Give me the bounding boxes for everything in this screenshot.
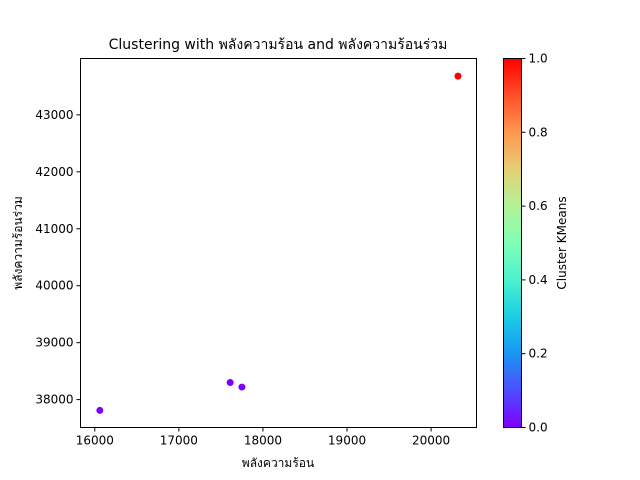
- colorbar-tick-label-4: 0.8: [529, 125, 548, 139]
- colorbar-tick-label-5: 1.0: [529, 52, 548, 66]
- plot-area: [96, 72, 462, 414]
- y-tick-label-0: 38000: [35, 393, 73, 407]
- colorbar-tick-label-1: 0.2: [529, 347, 548, 361]
- colorbar-ticks: 0.0 0.2 0.4 0.6 0.8 1.0: [521, 52, 548, 435]
- x-axis-ticks: 16000 17000 18000 19000 20000: [76, 427, 450, 448]
- y-tick-label-2: 40000: [35, 279, 73, 293]
- y-tick-label-4: 42000: [35, 165, 73, 179]
- x-tick-label-1: 17000: [160, 434, 198, 448]
- y-tick-label-1: 39000: [35, 336, 73, 350]
- data-point-3: [454, 72, 462, 80]
- colorbar: [503, 58, 521, 427]
- x-tick-label-4: 20000: [412, 434, 450, 448]
- colorbar-label: Cluster KMeans: [555, 196, 569, 289]
- x-axis-label: พลังความร้อน: [242, 456, 314, 470]
- axes-frame: [80, 58, 477, 428]
- chart-title: Clustering with พลังความร้อน and พลังควา…: [109, 37, 448, 53]
- colorbar-tick-label-3: 0.6: [529, 199, 548, 213]
- data-point-0: [96, 406, 104, 414]
- colorbar-tick-label-0: 0.0: [529, 421, 548, 435]
- y-tick-label-5: 43000: [35, 108, 73, 122]
- y-axis-ticks: 38000 39000 40000 41000 42000 43000: [35, 108, 81, 407]
- x-tick-label-0: 16000: [76, 434, 114, 448]
- y-tick-label-3: 41000: [35, 222, 73, 236]
- data-point-1: [226, 379, 234, 387]
- colorbar-frame: [503, 58, 522, 428]
- x-tick-label-2: 18000: [244, 434, 282, 448]
- data-point-2: [238, 383, 246, 391]
- y-axis-label: พลังความร้อนร่วม: [11, 196, 25, 290]
- colorbar-tick-label-2: 0.4: [529, 273, 548, 287]
- x-tick-label-3: 19000: [328, 434, 366, 448]
